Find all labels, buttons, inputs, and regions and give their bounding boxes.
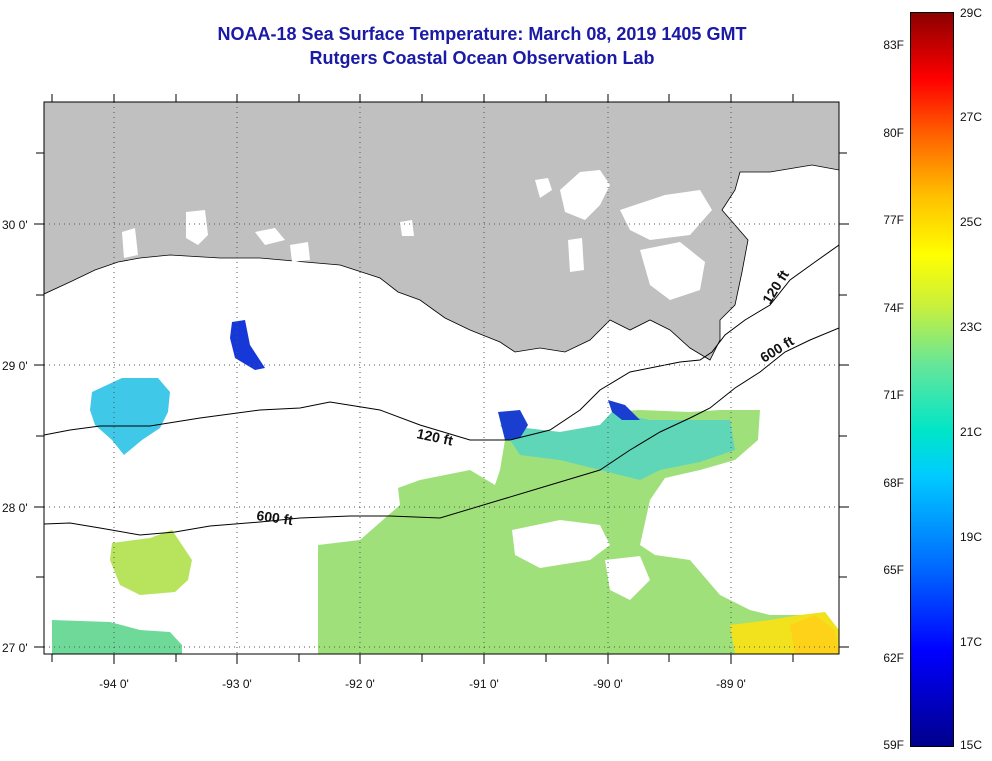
lon-label: -91 0' [469,677,499,691]
colorbar-label-c: 25C [960,215,983,229]
colorbar-label-f: 59F [883,738,904,752]
map-title: NOAA-18 Sea Surface Temperature: March 0… [217,24,747,44]
land-mass [44,102,839,361]
sst-patch-cold-1 [230,320,265,370]
contour-120ft [44,244,839,441]
map-border [43,101,840,655]
contour-label: 120 ft [415,425,454,448]
colorbar [910,12,954,747]
colorbar-label-f: 83F [883,38,904,52]
colorbar-label-c: 15C [960,738,983,752]
contour-label: 600 ft [256,507,295,528]
sst-patch-west-low [52,620,182,654]
map-subtitle: Rutgers Coastal Ocean Observation Lab [309,48,655,68]
sst-patch-northwest [90,378,170,455]
graticule [44,102,839,654]
lat-label: 27 0' [2,641,28,655]
sst-data-layer [52,320,839,654]
lon-label: -90 0' [593,677,623,691]
sst-patch-warm-2 [790,615,839,654]
colorbar-label-f: 80F [883,126,904,140]
lon-label: -89 0' [716,677,746,691]
lon-label: -92 0' [345,677,375,691]
sst-patch-west-small [110,530,192,595]
sst-cloud-hole-2 [605,556,650,600]
colorbar-label-f: 71F [883,388,904,402]
colorbar-label-f: 77F [883,213,904,227]
colorbar-label-f: 68F [883,476,904,490]
contour-600ft [44,327,839,536]
colorbar-label-c: 21C [960,425,983,439]
sst-patch-cold-2 [498,410,528,440]
inland-water [122,170,712,300]
colorbar-label-c: 27C [960,110,983,124]
lon-label: -93 0' [222,677,252,691]
lat-label: 30 0' [2,218,28,232]
sst-cloud-hole [512,520,610,568]
lat-label: 29 0' [2,359,28,373]
map-ticks [34,94,849,664]
colorbar-label-f: 62F [883,651,904,665]
colorbar-label-c: 17C [960,635,983,649]
colorbar-label-c: 19C [960,530,983,544]
colorbar-label-f: 65F [883,563,904,577]
colorbar-label-c: 23C [960,320,983,334]
sst-patch-cold-3 [608,400,640,420]
colorbar-label-c: 29C [960,6,983,20]
colorbar-label-f: 74F [883,301,904,315]
lon-label: -94 0' [99,677,129,691]
lat-label: 28 0' [2,501,28,515]
sst-patch-central-cool [500,412,735,480]
